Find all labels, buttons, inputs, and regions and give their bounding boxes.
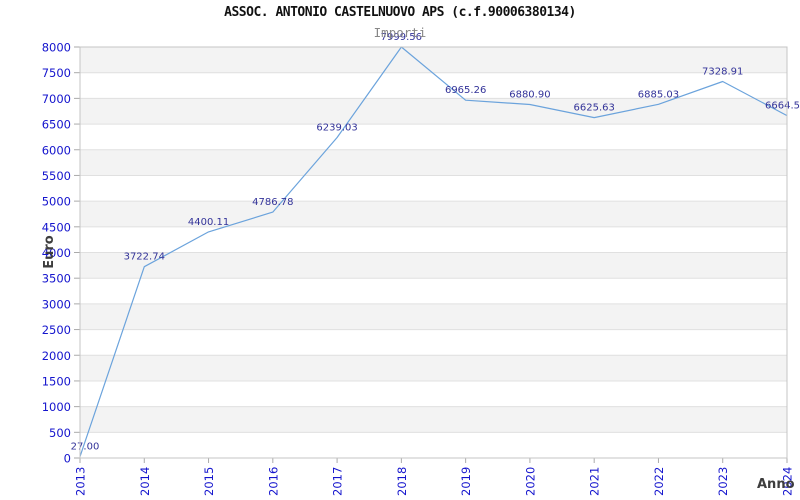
x-axis-title-anno: Anno (757, 477, 795, 492)
x-tick-label: 2021 (588, 467, 602, 496)
y-tick-label: 7000 (42, 92, 71, 106)
plot-band (80, 98, 787, 125)
y-tick-label: 6500 (42, 118, 71, 132)
plot-band (80, 303, 787, 330)
plot-border (79, 46, 788, 459)
y-tick-label: 4500 (42, 220, 71, 234)
y-tick-label: 5000 (42, 195, 71, 209)
data-point-label: 6664.5 (765, 101, 800, 112)
plot-band (80, 201, 787, 227)
plot-band (80, 47, 787, 73)
x-tick-label: 2022 (652, 467, 666, 496)
data-point-label: 6880.90 (509, 89, 550, 100)
y-tick-label: 5500 (42, 169, 71, 183)
y-tick-label: 2500 (42, 323, 71, 337)
data-point-label: 7328.91 (702, 66, 743, 77)
x-tick-label: 2014 (138, 467, 152, 496)
data-point-label: 6885.03 (638, 89, 679, 100)
data-point-label: 4400.11 (188, 217, 229, 228)
y-tick-label: 6000 (42, 143, 71, 157)
chart-title: ASSOC. ANTONIO CASTELNUOVO APS (c.f.9000… (224, 5, 576, 20)
y-tick-label: 8000 (42, 41, 71, 55)
data-line (79, 46, 788, 457)
plot-band (80, 355, 787, 381)
y-tick-label: 0 (64, 452, 71, 466)
x-tick-label: 2015 (202, 467, 216, 496)
x-tick-label: 2019 (459, 467, 473, 496)
y-tick-label: 1000 (42, 400, 71, 414)
x-tick-label: 2018 (395, 467, 409, 496)
y-axis-title-euro: Euro (42, 235, 57, 269)
y-tick-label: 3500 (42, 272, 71, 286)
y-tick-label: 4000 (42, 246, 71, 260)
y-tick-label: 2000 (42, 349, 71, 363)
data-point-label: 3722.74 (124, 252, 165, 263)
y-tick-label: 3000 (42, 297, 71, 311)
x-tick-label: 2023 (716, 467, 730, 496)
data-point-label: 6625.63 (574, 103, 615, 114)
y-tick-label: 7500 (42, 66, 71, 80)
x-tick-label: 2017 (331, 467, 345, 496)
y-tick-label: 500 (49, 426, 71, 440)
data-point-label: 6239.03 (316, 122, 357, 133)
data-point-label: 4786.78 (252, 197, 293, 208)
plot-band (80, 252, 787, 279)
x-tick-label: 2016 (266, 467, 280, 496)
x-tick-label: 2013 (74, 467, 88, 496)
data-point-label: 6965.26 (445, 85, 486, 96)
data-point-label: 7999.56 (381, 32, 422, 43)
data-point-label: 27.00 (71, 442, 100, 453)
y-tick-label: 1500 (42, 374, 71, 388)
x-tick-label: 2024 (781, 467, 795, 496)
plot-band (80, 406, 787, 433)
x-tick-label: 2020 (523, 467, 537, 496)
chart-subtitle: Importi (373, 25, 427, 40)
plot-band (80, 149, 787, 176)
